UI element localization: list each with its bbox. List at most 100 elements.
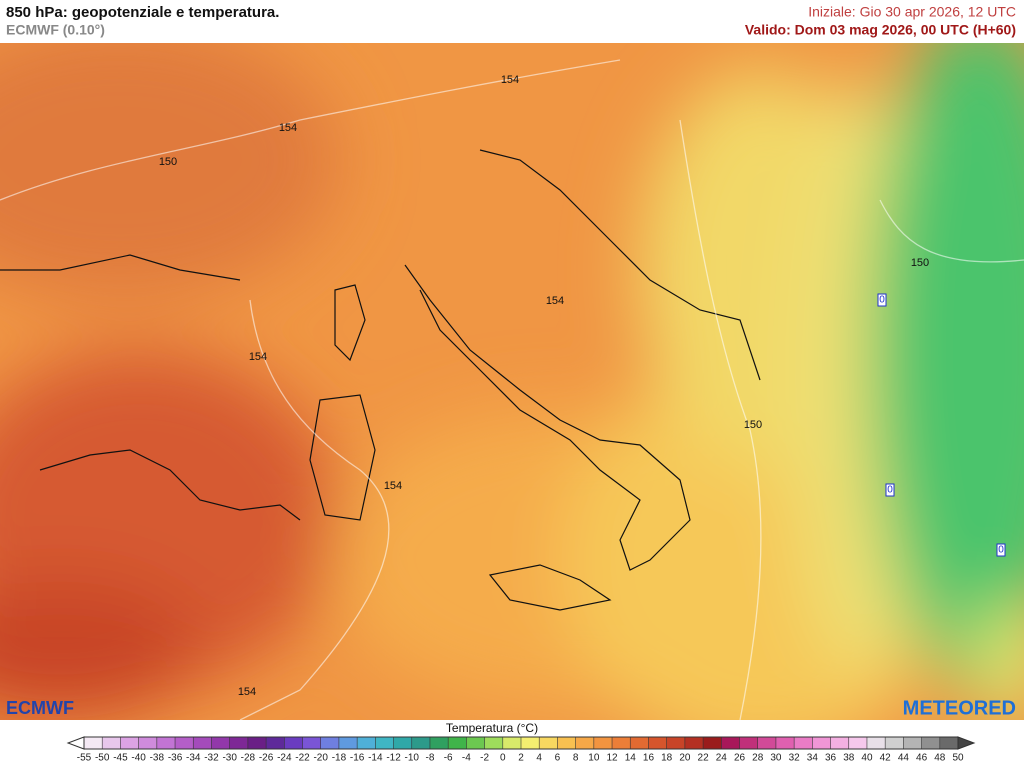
contour-label: 154	[546, 295, 564, 307]
legend-swatch	[229, 737, 249, 749]
legend-tick-label: 16	[643, 753, 655, 764]
legend-tick-label: 34	[807, 753, 819, 764]
contour-label: 150	[911, 257, 929, 269]
legend-tick-label: 36	[825, 753, 837, 764]
legend-swatch	[721, 737, 740, 749]
legend-swatch	[429, 737, 449, 749]
legend-swatch	[794, 737, 813, 749]
contour-label: 0	[879, 295, 885, 306]
legend-tick-label: 6	[555, 753, 561, 764]
legend-swatch	[903, 737, 923, 749]
legend-tick-label: -45	[113, 753, 128, 764]
map-title: 850 hPa: geopotenziale e temperatura.	[6, 4, 279, 21]
legend-tick-label: -6	[444, 753, 453, 764]
legend-tick-label: 42	[880, 753, 892, 764]
map	[0, 43, 1024, 720]
legend-tick-label: 46	[916, 753, 928, 764]
legend-swatch	[630, 737, 649, 749]
legend-swatch	[193, 737, 212, 749]
legend-tick-label: -4	[462, 753, 471, 764]
legend-tick-label: 28	[752, 753, 764, 764]
legend-swatch	[338, 737, 358, 749]
legend-swatch	[102, 737, 121, 749]
legend-swatch	[448, 737, 467, 749]
legend-tick-label: -24	[277, 753, 292, 764]
legend-swatch	[612, 737, 631, 749]
legend-swatch	[666, 737, 686, 749]
legend-tick-label: -30	[222, 753, 237, 764]
legend-tick-label: 24	[716, 753, 728, 764]
legend-swatch	[357, 737, 376, 749]
legend-swatch	[175, 737, 194, 749]
legend-swatch	[830, 737, 850, 749]
legend-swatch	[484, 737, 504, 749]
legend-tick-label: 4	[536, 753, 542, 764]
legend-tick-label: 2	[518, 753, 524, 764]
legend-tick-label: -10	[405, 753, 420, 764]
legend-tick-label: 18	[661, 753, 673, 764]
legend-tick-label: -50	[95, 753, 110, 764]
legend-tick-label: -20	[313, 753, 328, 764]
legend-swatch	[466, 737, 486, 749]
legend-swatch	[266, 737, 285, 749]
legend-swatch	[648, 737, 668, 749]
legend-swatch	[502, 737, 522, 749]
legend-tick-label: 50	[952, 753, 964, 764]
legend-tick-label: 40	[861, 753, 873, 764]
legend-tick-label: -2	[480, 753, 489, 764]
legend-swatch	[521, 737, 540, 749]
legend-tick-label: 10	[588, 753, 600, 764]
legend-arrow-right	[957, 736, 976, 750]
legend-swatch	[156, 737, 176, 749]
legend-swatch	[575, 737, 595, 749]
contour-label: 0	[887, 485, 893, 496]
legend-tick-label: 30	[770, 753, 782, 764]
legend-tick-label: 14	[625, 753, 637, 764]
legend-swatch	[284, 737, 303, 749]
legend-swatch	[939, 737, 959, 749]
valid-time: Valido: Dom 03 mag 2026, 00 UTC (H+60)	[745, 22, 1016, 38]
contour-label: 154	[384, 480, 402, 492]
legend-tick-label: 22	[698, 753, 710, 764]
legend-tick-label: -8	[426, 753, 435, 764]
legend-tick-label: 8	[573, 753, 579, 764]
ecmwf-logo: ECMWF	[6, 698, 74, 718]
legend-swatch	[921, 737, 941, 749]
legend-tick-label: 26	[734, 753, 746, 764]
legend-tick-label: -28	[241, 753, 256, 764]
legend-swatch	[557, 737, 577, 749]
legend-swatch	[302, 737, 322, 749]
legend-title: Temperatura (°C)	[446, 721, 538, 735]
legend-swatch	[703, 737, 722, 749]
legend-tick-label: 0	[500, 753, 506, 764]
legend-swatch	[411, 737, 431, 749]
legend-tick-label: -26	[259, 753, 274, 764]
contour-label: 154	[249, 351, 267, 363]
legend-swatch	[393, 737, 413, 749]
contour-label: 0	[998, 545, 1004, 556]
legend-tick-label: -14	[368, 753, 383, 764]
legend-arrow-left	[66, 736, 85, 750]
legend-swatch	[757, 737, 777, 749]
zero-marker	[877, 293, 887, 307]
legend-swatch	[247, 737, 267, 749]
init-time: Iniziale: Gio 30 apr 2026, 12 UTC	[808, 4, 1016, 20]
model-label: ECMWF (0.10°)	[6, 22, 105, 38]
zero-marker	[996, 543, 1006, 557]
legend-tick-label: 20	[679, 753, 691, 764]
legend-swatch	[775, 737, 795, 749]
legend-tick-label: -16	[350, 753, 365, 764]
legend-swatch	[684, 737, 704, 749]
legend-tick-label: -36	[168, 753, 183, 764]
legend-tick-label: -22	[295, 753, 310, 764]
legend-tick-label: -38	[150, 753, 165, 764]
legend-swatch	[138, 737, 158, 749]
legend-tick-label: -32	[204, 753, 219, 764]
legend-tick-label: 32	[789, 753, 801, 764]
contour-label: 154	[279, 122, 297, 134]
legend-tick-label: -34	[186, 753, 201, 764]
legend-tick-label: 12	[606, 753, 618, 764]
legend-swatch	[120, 737, 140, 749]
zero-marker	[885, 483, 895, 497]
